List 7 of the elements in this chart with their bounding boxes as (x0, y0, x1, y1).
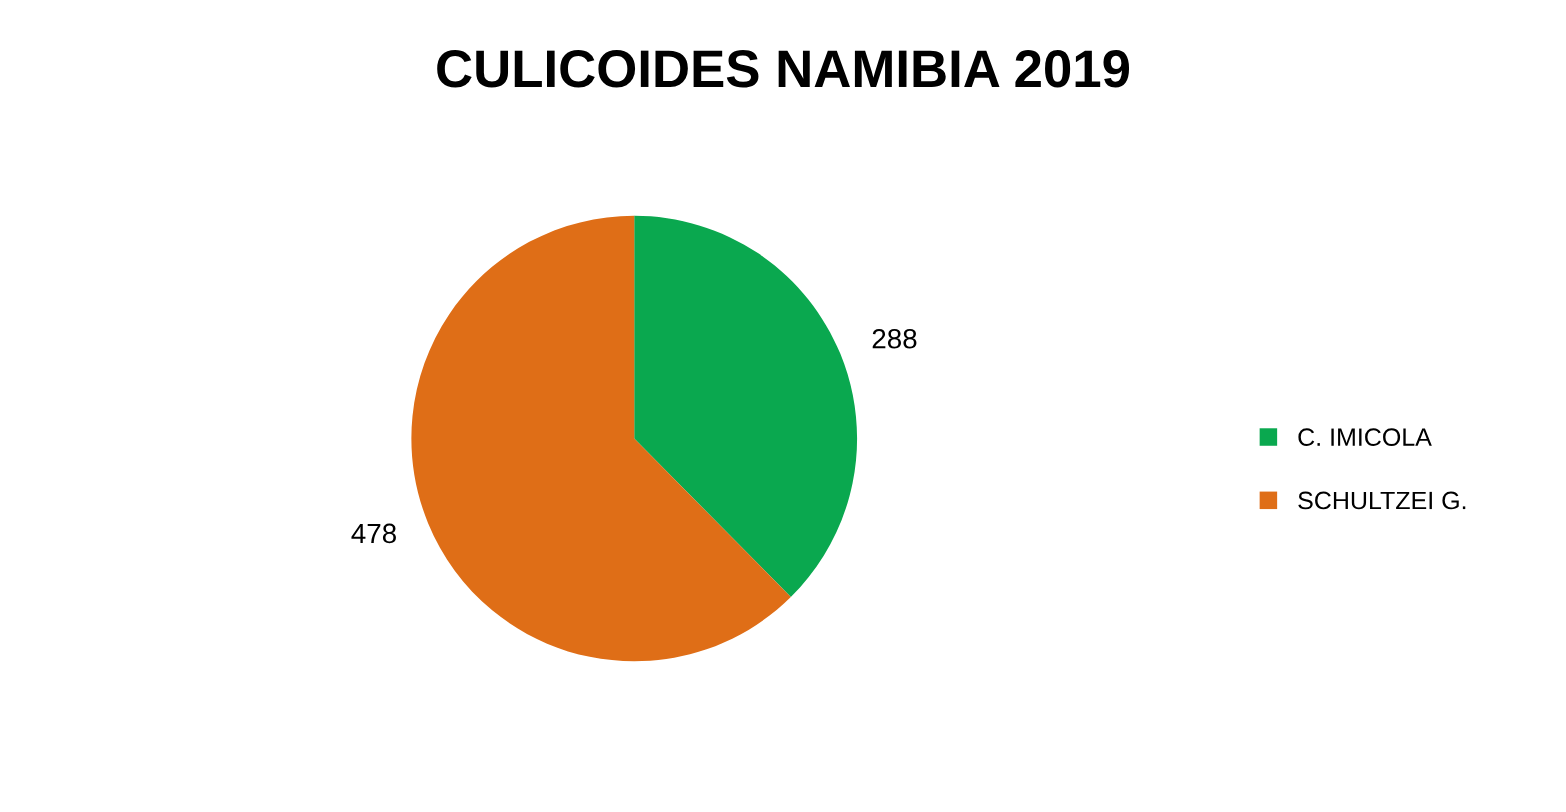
legend-label: SCHULTZEI G. (1298, 491, 1466, 510)
pie-slice (411, 215, 791, 662)
legend-label: C. IMICOLA (1298, 428, 1432, 447)
data-label: 478 (351, 523, 396, 544)
pie-slice (634, 215, 858, 598)
chart-title: CULICOIDES NAMIBIA 2019 (437, 50, 1130, 88)
data-label: 288 (872, 328, 917, 349)
